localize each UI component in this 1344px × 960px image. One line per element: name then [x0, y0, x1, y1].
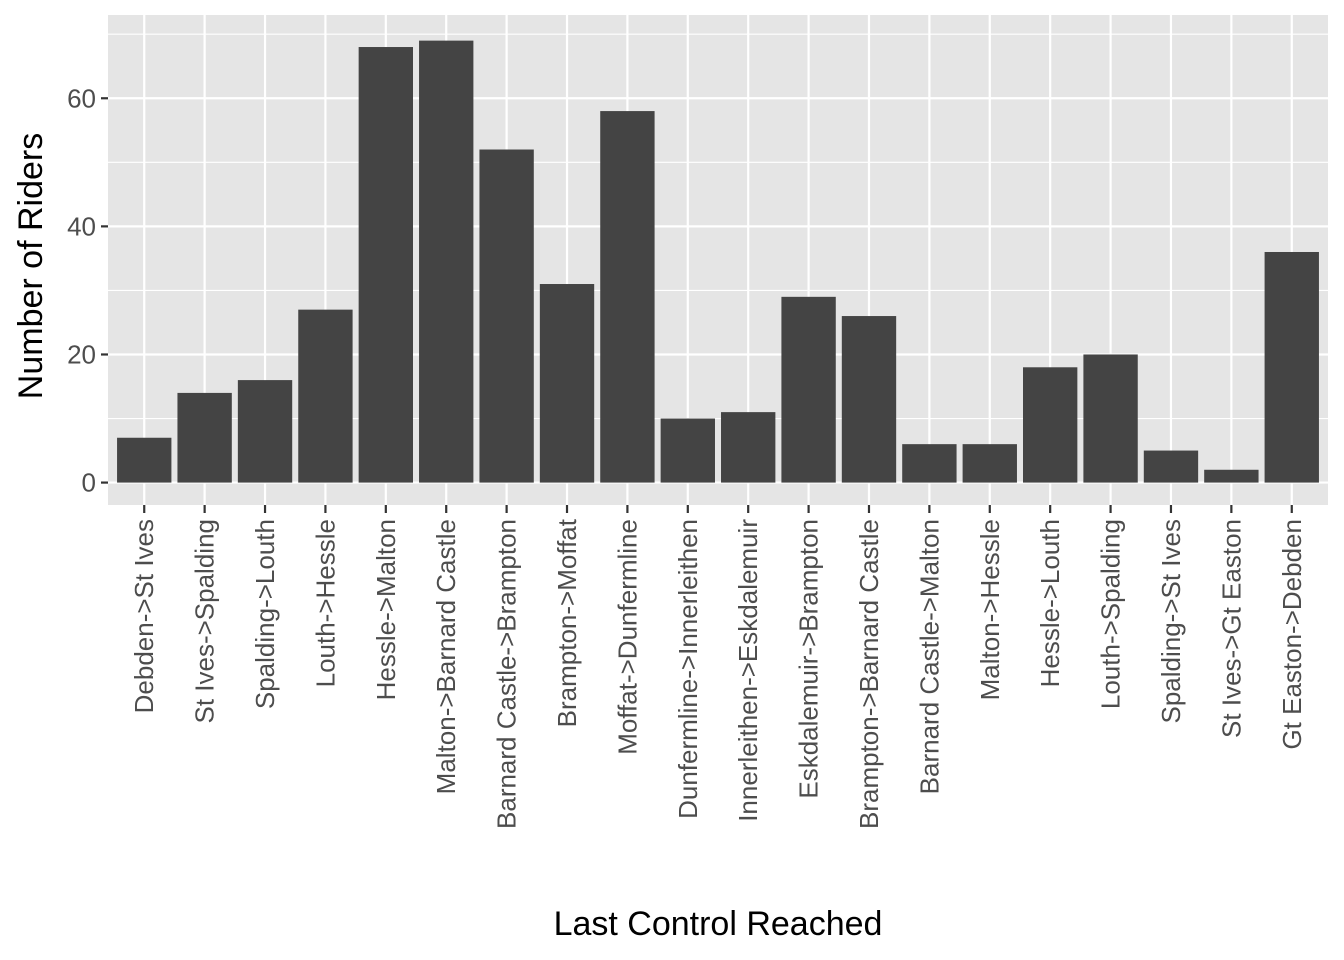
x-tick-label: Hessle->Louth [1035, 519, 1065, 687]
bar [117, 437, 172, 483]
x-tick-label: Louth->Spalding [1096, 519, 1126, 709]
y-tick-label: 0 [82, 468, 96, 498]
bar [781, 296, 836, 483]
bar [358, 47, 413, 483]
bar [539, 284, 595, 483]
bar [1264, 251, 1319, 483]
bar [600, 111, 655, 483]
bar [1083, 354, 1138, 483]
bar [419, 40, 474, 483]
x-tick-label: Dunfermline->Innerleithen [673, 519, 703, 819]
bar [841, 316, 897, 483]
bar [479, 149, 534, 483]
bar [1023, 367, 1078, 483]
x-axis: Debden->St Ives St Ives->Spalding Spalding… [129, 505, 1307, 829]
x-tick-label: Innerleithen->Eskdalemuir [733, 519, 763, 822]
bar [660, 418, 715, 483]
x-tick-label: Malton->Barnard Castle [431, 519, 461, 794]
bar [177, 392, 232, 483]
x-tick-label: Brampton->Moffat [552, 518, 582, 727]
x-axis-title: Last Control Reached [554, 905, 883, 943]
y-axis: 0 20 40 60 [67, 83, 108, 498]
x-tick-label: Brampton->Barnard Castle [854, 519, 884, 829]
bar [1204, 469, 1259, 483]
bar [237, 380, 293, 483]
x-tick-label: Hessle->Malton [371, 519, 401, 700]
x-tick-label: St Ives->Gt Easton [1216, 519, 1246, 738]
y-tick-label: 60 [67, 83, 96, 113]
x-tick-label: Spalding->Louth [250, 519, 280, 709]
x-tick-label: Moffat->Dunfermline [612, 519, 642, 755]
x-tick-label: St Ives->Spalding [190, 519, 220, 724]
bar [721, 412, 776, 483]
y-tick-label: 40 [67, 211, 96, 241]
x-tick-label: Eskdalemuir->Brampton [794, 519, 824, 799]
bar [962, 444, 1017, 483]
y-axis-title: Number of Riders [12, 133, 50, 399]
bars [117, 40, 1319, 483]
x-tick-label: Gt Easton->Debden [1277, 519, 1307, 750]
x-tick-label: Barnard Castle->Malton [914, 519, 944, 794]
x-tick-label: Barnard Castle->Brampton [492, 519, 522, 829]
bar [902, 444, 957, 483]
y-tick-label: 20 [67, 339, 96, 369]
bar [298, 309, 353, 483]
x-tick-label: Malton->Hessle [975, 519, 1005, 700]
x-tick-label: Spalding->St Ives [1156, 519, 1186, 724]
bar [1143, 450, 1199, 483]
x-tick-label: Debden->St Ives [129, 519, 159, 713]
x-tick-label: Louth->Hessle [310, 519, 340, 687]
